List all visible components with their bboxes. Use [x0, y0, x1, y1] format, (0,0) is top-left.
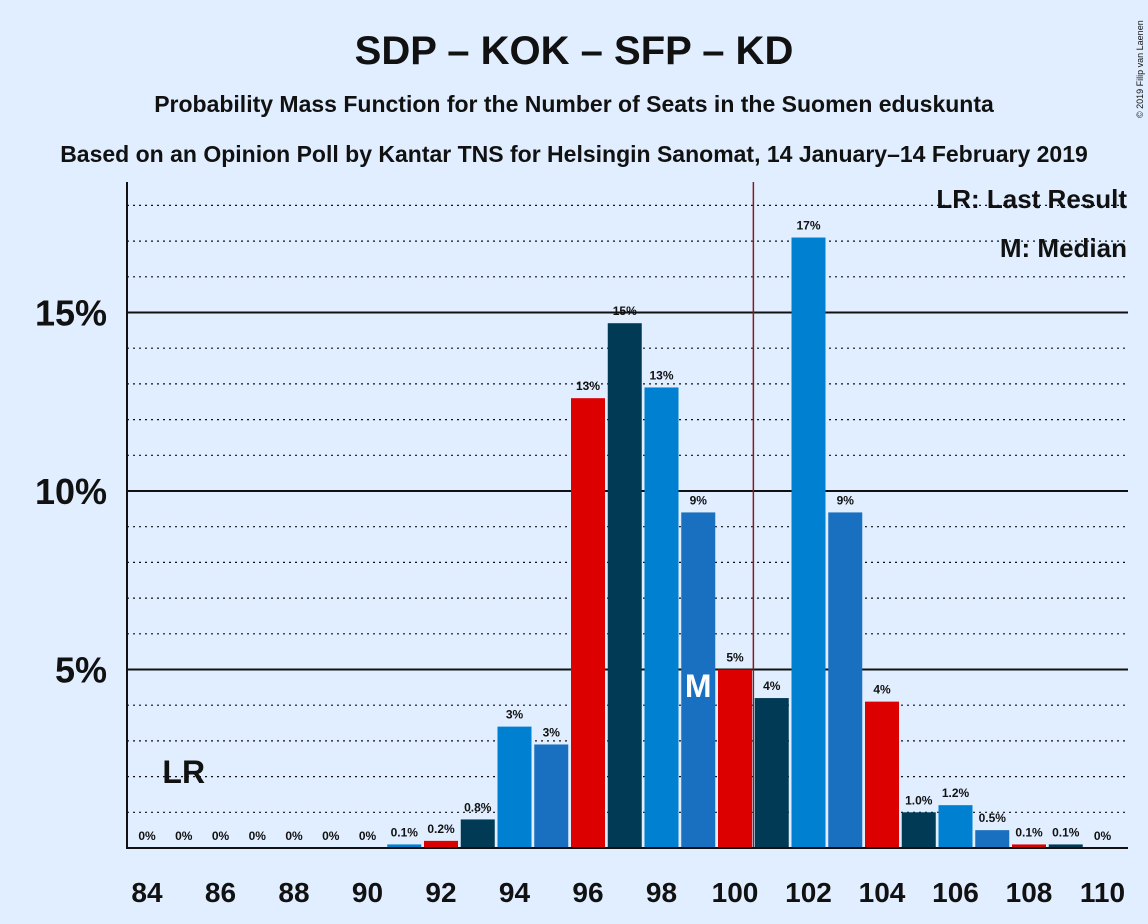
y-tick-label-5: 5%	[55, 650, 107, 691]
data-label-seat-85: 0%	[175, 829, 193, 843]
bar-seat-102	[791, 237, 826, 848]
data-label-seat-101: 4%	[763, 679, 781, 693]
data-label-seat-105: 1.0%	[905, 793, 933, 807]
data-label-seat-92: 0.2%	[427, 822, 455, 836]
x-tick-label-90: 90	[352, 877, 383, 908]
data-label-seat-108: 0.1%	[1015, 825, 1043, 839]
data-label-seat-97: 15%	[613, 304, 637, 318]
x-tick-label-86: 86	[205, 877, 236, 908]
data-label-seat-84: 0%	[138, 829, 156, 843]
data-label-seat-109: 0.1%	[1052, 825, 1080, 839]
data-label-seat-89: 0%	[322, 829, 340, 843]
y-tick-label-15: 15%	[35, 293, 107, 334]
bar-seat-104	[865, 701, 899, 848]
x-tick-label-108: 108	[1006, 877, 1053, 908]
x-tick-label-94: 94	[499, 877, 531, 908]
x-tick-label-106: 106	[932, 877, 979, 908]
copyright-note: © 2019 Filip van Laenen	[1135, 20, 1145, 118]
data-label-seat-107: 0.5%	[979, 811, 1007, 825]
bar-seat-100	[718, 669, 752, 848]
data-label-seat-88: 0%	[285, 829, 303, 843]
x-tick-label-96: 96	[572, 877, 603, 908]
median-marker: M	[685, 668, 712, 704]
x-tick-label-98: 98	[646, 877, 677, 908]
bar-seat-92	[424, 840, 458, 848]
data-label-seat-98: 13%	[649, 368, 673, 382]
x-tick-label-110: 110	[1080, 877, 1125, 908]
bar-seat-105	[901, 812, 936, 848]
data-labels-group: 0% 0% 0% 0% 0% 0% 0% 0.1% 0.2% 0.8% 3% 3% 13% 15% 13% 9…	[138, 219, 1111, 843]
y-axis-ticks: 5% 10% 15%	[35, 293, 107, 691]
data-label-seat-93: 0.8%	[464, 800, 492, 814]
x-tick-label-104: 104	[859, 877, 906, 908]
x-tick-label-100: 100	[712, 877, 759, 908]
data-label-seat-86: 0%	[212, 829, 230, 843]
legend-last-result: LR: Last Result	[936, 184, 1127, 214]
data-label-seat-87: 0%	[249, 829, 267, 843]
chart-title: SDP – KOK – SFP – KD	[355, 29, 794, 73]
bar-seat-108	[1012, 844, 1046, 848]
data-label-seat-95: 3%	[543, 725, 561, 739]
bar-seat-101	[754, 698, 789, 848]
bars-group	[387, 237, 1083, 849]
y-tick-label-10: 10%	[35, 471, 107, 512]
data-label-seat-110: 0%	[1094, 829, 1112, 843]
data-label-seat-94: 3%	[506, 708, 524, 722]
data-label-seat-100: 5%	[726, 651, 744, 665]
bar-seat-107	[975, 830, 1010, 848]
x-tick-label-88: 88	[278, 877, 309, 908]
last-result-marker: LR	[162, 754, 205, 790]
bar-seat-99	[681, 512, 716, 848]
bar-seat-103	[828, 512, 863, 848]
bar-seat-94	[497, 726, 532, 848]
data-label-seat-106: 1.2%	[942, 786, 970, 800]
chart-subtitle: Probability Mass Function for the Number…	[154, 91, 994, 117]
data-label-seat-102: 17%	[796, 219, 820, 233]
data-label-seat-103: 9%	[837, 493, 855, 507]
x-tick-label-84: 84	[131, 877, 163, 908]
data-label-seat-96: 13%	[576, 379, 600, 393]
data-label-seat-90: 0%	[359, 829, 377, 843]
data-label-seat-99: 9%	[690, 493, 708, 507]
markers-group: LR M	[162, 182, 755, 848]
bar-seat-106	[938, 805, 973, 848]
x-tick-label-92: 92	[425, 877, 456, 908]
bar-seat-96	[571, 398, 605, 848]
legend-median: M: Median	[1000, 233, 1127, 263]
bar-seat-98	[644, 387, 679, 848]
bar-seat-93	[460, 819, 495, 848]
bar-seat-109	[1048, 844, 1083, 848]
x-axis-ticks: 84 86 88 90 92 94 96 98 100 102 104 106 108 110	[131, 877, 1125, 908]
bar-seat-97	[607, 323, 642, 849]
data-label-seat-104: 4%	[873, 683, 891, 697]
data-label-seat-91: 0.1%	[391, 825, 419, 839]
bar-seat-95	[534, 744, 569, 848]
bar-seat-91	[387, 844, 422, 848]
chart-source-line: Based on an Opinion Poll by Kantar TNS f…	[60, 141, 1088, 167]
x-tick-label-102: 102	[785, 877, 832, 908]
